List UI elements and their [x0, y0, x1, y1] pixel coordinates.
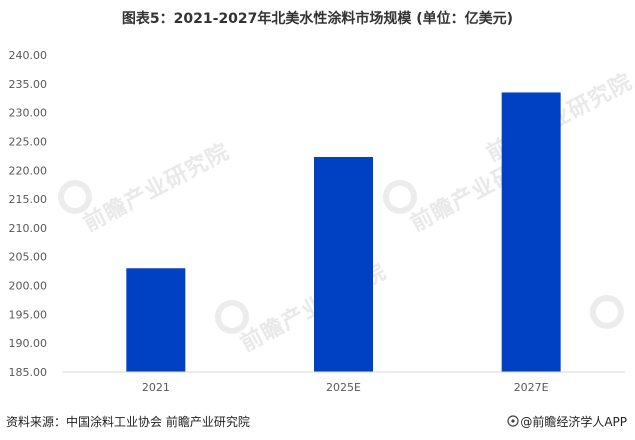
watermark-logo-icon	[590, 295, 624, 329]
weibo-like-icon	[507, 415, 519, 427]
y-tick-label: 240.00	[9, 49, 48, 62]
y-axis: 240.00 235.00 230.00 225.00 220.00 215.00 210.…	[9, 49, 48, 379]
bar-2025E	[314, 157, 373, 372]
y-tick-label: 185.00	[9, 366, 48, 379]
y-tick-label: 210.00	[9, 222, 48, 235]
y-tick-label: 230.00	[9, 107, 48, 120]
watermark-logo-icon	[215, 300, 249, 334]
credit-label: @前瞻经济学人APP	[507, 413, 627, 430]
y-tick-label: 235.00	[9, 78, 48, 91]
bar-2021	[126, 268, 186, 372]
y-tick-label: 200.00	[9, 280, 48, 293]
x-axis: 2021 2025E 2027E	[142, 381, 549, 394]
bars-group	[126, 92, 561, 373]
x-tick-label: 2021	[142, 381, 170, 394]
watermark-logo-icon	[58, 180, 92, 214]
x-tick-label: 2027E	[514, 381, 549, 394]
x-tick-label: 2025E	[326, 381, 361, 394]
y-tick-label: 215.00	[9, 193, 48, 206]
y-tick-label: 205.00	[9, 251, 48, 264]
y-tick-label: 195.00	[9, 308, 48, 321]
watermark-logo-icon	[383, 180, 417, 214]
y-tick-label: 190.00	[9, 337, 48, 350]
chart-title: 图表5：2021-2027年北美水性涂料市场规模 (单位：亿美元)	[121, 11, 514, 27]
credit-text: @前瞻经济学人APP	[520, 415, 627, 429]
bar-2027E	[501, 92, 561, 373]
y-tick-label: 220.00	[9, 164, 48, 177]
source-note: 资料来源：中国涂料工业协会 前瞻产业研究院	[6, 415, 250, 429]
y-tick-label: 225.00	[9, 135, 48, 148]
